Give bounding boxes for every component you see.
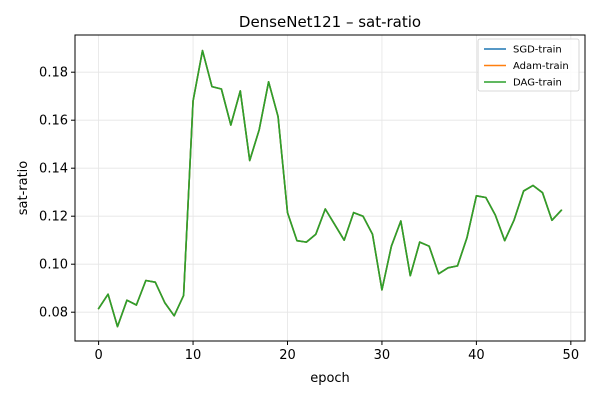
plot-frame — [74, 34, 586, 342]
legend: SGD-train Adam-train DAG-train — [477, 38, 580, 92]
x-tick-label: 20 — [279, 348, 296, 363]
legend-items: SGD-train Adam-train DAG-train — [484, 45, 569, 89]
legend-label-adam-train: Adam-train — [513, 61, 569, 72]
legend-label-dag-train: DAG-train — [513, 78, 562, 89]
x-tick-label: 50 — [563, 348, 580, 363]
x-tick-label: 0 — [94, 348, 102, 363]
legend-box — [477, 38, 580, 92]
y-tick-label: 0.12 — [39, 210, 68, 225]
y-tick-label: 0.10 — [39, 258, 68, 273]
y-tick-label: 0.18 — [39, 66, 68, 81]
x-tick-label: 30 — [374, 348, 391, 363]
series-lines — [97, 49, 563, 328]
y-tick-label: 0.14 — [39, 162, 68, 177]
axis-ticks: 0 10 20 30 40 50 0.08 0.10 0.12 0.14 0.16 0.18 — [39, 66, 579, 363]
grid-lines — [75, 35, 585, 341]
x-tick-label: 10 — [185, 348, 202, 363]
y-tick-label: 0.16 — [39, 114, 68, 129]
x-tick-label: 40 — [468, 348, 485, 363]
legend-label-sgd-train: SGD-train — [513, 45, 562, 56]
series-line-dag-train — [97, 49, 563, 328]
chart-title: DenseNet121 – sat-ratio — [239, 13, 421, 31]
y-tick-label: 0.08 — [39, 306, 68, 321]
x-axis-label: epoch — [310, 371, 350, 386]
y-axis-label: sat-ratio — [16, 161, 31, 216]
